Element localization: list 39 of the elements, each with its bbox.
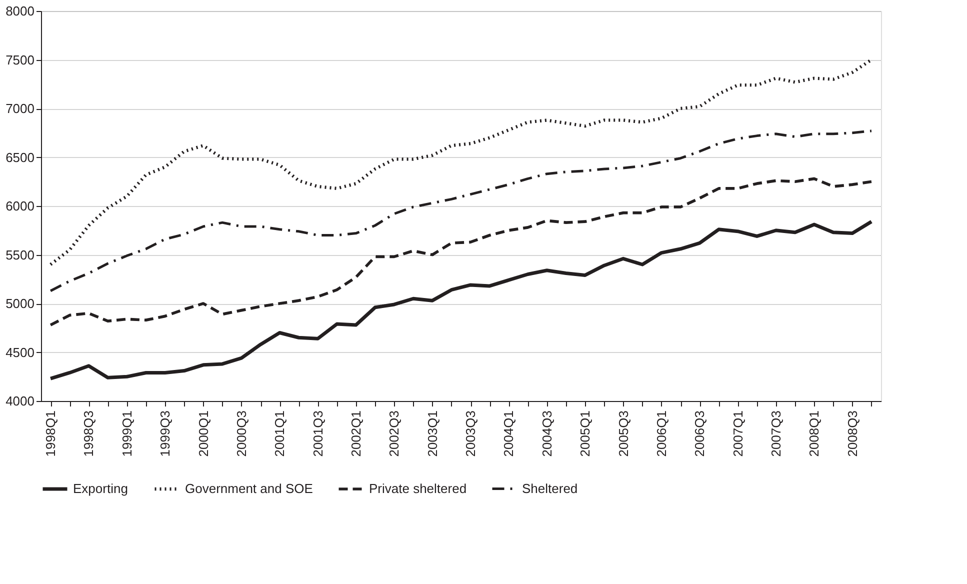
x-tick-label: 2005Q1 — [578, 410, 593, 457]
x-tick-label: 2007Q3 — [768, 410, 784, 457]
x-tick-label: 2006Q1 — [654, 410, 669, 457]
x-tick-label: 2000Q3 — [234, 410, 249, 457]
legend-label: Government and SOE — [185, 481, 314, 496]
y-tick-label: 6000 — [6, 198, 34, 214]
y-tick-label: 5500 — [6, 247, 34, 262]
x-tick-label: 2006Q3 — [692, 410, 708, 457]
y-tick-label: 4000 — [6, 394, 34, 408]
x-tick-label: 2003Q3 — [463, 410, 478, 457]
x-tick-label: 2002Q1 — [348, 410, 364, 457]
line-series — [49, 130, 873, 292]
legend-label: Sheltered — [522, 480, 578, 496]
x-tick-label: 2003Q1 — [424, 410, 440, 457]
x-tick-label: 2008Q1 — [806, 410, 822, 457]
x-tick-label: 2002Q3 — [386, 410, 402, 457]
y-tick-label: 6500 — [6, 150, 34, 165]
x-tick-label: 1999Q3 — [158, 410, 173, 457]
y-tick-label: 5000 — [6, 296, 34, 311]
x-tick-label: 2004Q3 — [539, 410, 554, 457]
x-tick-label: 2007Q1 — [730, 410, 746, 457]
x-tick-label: 1999Q1 — [119, 410, 134, 457]
x-tick-label: 1998Q3 — [81, 410, 96, 457]
y-tick-label: 4500 — [6, 344, 34, 360]
x-tick-label: 2001Q1 — [272, 410, 288, 457]
line-series — [48, 58, 874, 266]
legend-label: Exporting — [73, 481, 128, 496]
line-series — [49, 177, 873, 326]
x-tick-label: 1998Q1 — [43, 410, 58, 457]
line-series — [48, 220, 874, 380]
y-tick-label: 7500 — [6, 52, 34, 68]
x-tick-label: 2000Q1 — [196, 410, 211, 457]
y-tick-label: 7000 — [6, 101, 34, 116]
x-tick-label: 2005Q3 — [616, 410, 631, 457]
x-tick-label: 2008Q3 — [844, 410, 860, 457]
legend-label: Private sheltered — [369, 481, 467, 496]
x-tick-label: 2001Q3 — [310, 410, 326, 457]
y-tick-label: 8000 — [6, 4, 34, 18]
x-tick-label: 2004Q1 — [501, 410, 516, 457]
